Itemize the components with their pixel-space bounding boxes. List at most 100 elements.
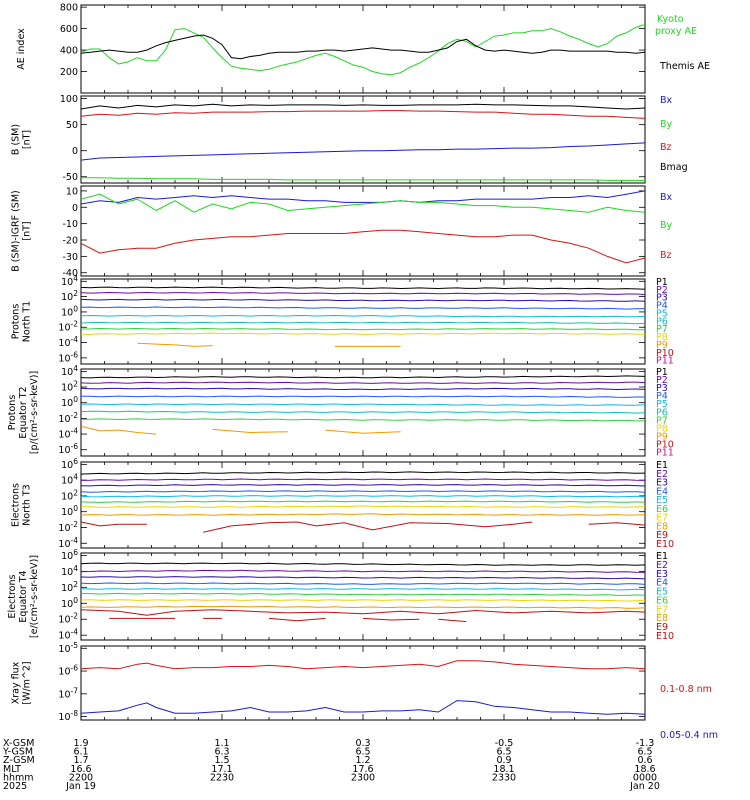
- y-axis-label: North T3: [22, 484, 33, 525]
- flux-fragment-dkred: [362, 617, 420, 621]
- flux-channel-teal: [81, 321, 645, 325]
- y-axis-label: [e/(cm²-s-sr-keV)]: [29, 555, 40, 638]
- series-group: [81, 286, 645, 347]
- series-line-blue: [81, 190, 645, 205]
- legend-entry: P10: [656, 348, 674, 359]
- ephemeris-value: -0.5: [495, 738, 514, 749]
- flux-channel-yellow: [81, 505, 645, 508]
- y-axis-label: Equator T4: [18, 570, 29, 622]
- y-tick-label: -10: [62, 219, 78, 230]
- flux-fragment-orange: [212, 428, 288, 434]
- legend-entry: P6: [656, 316, 668, 327]
- flux-fragment-dkred: [268, 617, 326, 622]
- series-line-red: [81, 229, 645, 264]
- flux-channel-purple: [81, 381, 645, 384]
- legend-entry: P8: [656, 423, 668, 434]
- y-tick-label: 100: [61, 504, 78, 518]
- ephemeris-value: 18.1: [493, 764, 514, 775]
- y-tick-label: 400: [60, 46, 78, 57]
- legend-entry: 0.1-0.8 nm: [660, 684, 712, 695]
- legend-entry: E10: [656, 631, 674, 642]
- legend-entry: E10: [656, 539, 674, 550]
- flux-channel-navy: [81, 298, 645, 302]
- ephemeris-value: 1.2: [355, 755, 370, 766]
- y-tick-label: 100: [61, 596, 78, 610]
- flux-fragment-dkred: [203, 521, 533, 533]
- flux-channel-yellow: [81, 599, 645, 602]
- flux-channel-navy: [81, 484, 645, 487]
- legend-entry: E3: [656, 478, 668, 489]
- y-axis-label: Electrons: [11, 483, 22, 527]
- legend-entry: P1: [656, 277, 668, 288]
- legend-entry: E4: [656, 578, 668, 589]
- ephemeris-value: Jan 20: [629, 781, 660, 792]
- y-tick-label: 10-6: [58, 664, 78, 678]
- y-tick-label: 0: [72, 146, 78, 157]
- y-axis-label: [nT]: [22, 221, 33, 240]
- ephemeris-value: 6.5: [355, 747, 370, 758]
- series-line-green: [81, 177, 645, 181]
- legend-entry: E3: [656, 569, 668, 580]
- series-line-black: [81, 34, 645, 60]
- y-tick-label: 10-2: [58, 320, 78, 334]
- flux-channel-black: [81, 471, 645, 475]
- y-tick-label: 10-2: [58, 612, 78, 626]
- series-group: [81, 23, 645, 76]
- flux-channel-navy: [81, 576, 645, 580]
- legend-entry: E8: [656, 521, 668, 532]
- ephemeris-row-label: Y-GSM: [2, 747, 33, 758]
- panel-frame: [80, 278, 646, 365]
- flux-channel-lgreen: [81, 327, 645, 331]
- flux-channel-cyan: [81, 495, 645, 498]
- y-tick-label: -50: [62, 172, 78, 183]
- y-axis-label: North T1: [22, 301, 33, 342]
- ephemeris-value: 18.6: [634, 764, 655, 775]
- flux-channel-teal: [81, 410, 645, 414]
- legend-entry: P3: [656, 293, 668, 304]
- flux-channel-bblue: [81, 582, 645, 585]
- ephemeris-value: 0.3: [355, 738, 370, 749]
- legend-entry: E6: [656, 504, 668, 515]
- ephemeris-value: 16.6: [70, 764, 91, 775]
- legend-entry: E7: [656, 604, 668, 615]
- series-group: [81, 660, 645, 715]
- ephemeris-value: 17.6: [352, 764, 373, 775]
- y-tick-label: 600: [60, 24, 78, 35]
- legend-entry: P3: [656, 383, 668, 394]
- y-tick-label: 102: [61, 289, 78, 303]
- ephemeris-value: 6.1: [73, 747, 88, 758]
- y-axis-label: B (SM): [11, 124, 22, 155]
- legend-entry: E2: [656, 469, 668, 480]
- series-line-red: [81, 660, 645, 670]
- flux-channel-purple: [81, 569, 645, 573]
- legend-entry: P11: [656, 356, 674, 367]
- panel-bsm: -50 0 50 100 B (SM) [nT] Bx By Bz Bmag: [11, 94, 688, 184]
- legend-entry: Themis AE: [659, 61, 710, 72]
- ephemeris-row-label: Z-GSM: [3, 755, 35, 766]
- legend-entry: Bz: [660, 142, 672, 153]
- legend-entry: E1: [656, 460, 668, 471]
- panel-frame: [80, 552, 646, 641]
- y-tick-label: 106: [61, 457, 78, 471]
- y-tick-label: -30: [62, 252, 78, 263]
- ephemeris-row-label: X-GSM: [3, 738, 34, 749]
- panel-frame: [80, 645, 646, 721]
- y-tick-label: 10-7: [58, 686, 78, 700]
- y-tick-label: 10-4: [58, 335, 78, 349]
- y-tick-label: -40: [62, 268, 78, 279]
- legend-entry: P4: [656, 301, 668, 312]
- legend-entry: E1: [656, 551, 668, 562]
- legend-entry: E2: [656, 560, 668, 571]
- flux-channel-navy: [81, 387, 645, 391]
- y-tick-label: 10-6: [58, 350, 78, 364]
- panel-frame: [80, 95, 646, 184]
- legend-entry: By: [660, 119, 673, 130]
- series-line-blue: [81, 700, 645, 715]
- y-tick-label: 100: [60, 94, 78, 105]
- y-axis-label: Electrons: [7, 574, 18, 618]
- y-tick-label: 10-4: [58, 628, 78, 642]
- y-tick-label: 104: [61, 274, 78, 288]
